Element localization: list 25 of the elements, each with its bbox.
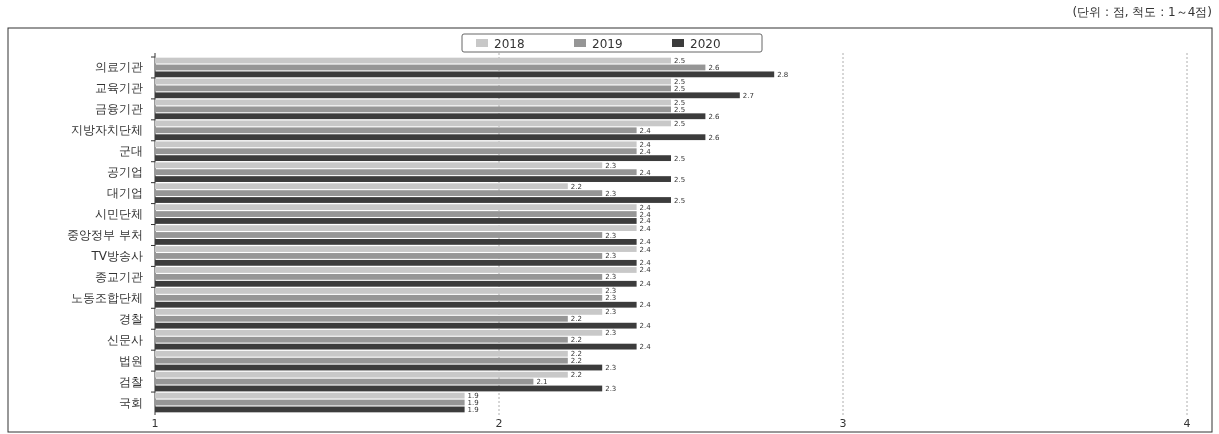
y-tick-label: 법원 — [119, 353, 143, 368]
y-tick-label: 경찰 — [119, 311, 143, 326]
y-tick-label: 종교기관 — [95, 269, 143, 284]
y-tick-label: 중앙정부 부처 — [67, 228, 143, 242]
x-tick-label: 4 — [1183, 417, 1191, 430]
y-tick-label: 공기업 — [107, 165, 143, 180]
y-tick-label: 검찰 — [119, 374, 143, 389]
text: (단위 : 점, 척도 : 1～4점) — [1072, 5, 1212, 19]
y-tick-label: 교육기관 — [95, 81, 143, 96]
y-tick-label: 신문사 — [107, 332, 143, 347]
legend-label: 2020 — [690, 36, 721, 51]
y-tick-label: 금융기관 — [95, 102, 143, 117]
y-tick-label: 군대 — [119, 144, 143, 159]
y-tick-label: 시민단체 — [95, 207, 143, 222]
x-tick-label: 2 — [495, 417, 503, 430]
y-tick-label: 노동조합단체 — [71, 290, 143, 305]
y-tick-label: 국회 — [119, 395, 143, 410]
x-tick-label: 1 — [151, 417, 159, 430]
x-tick-label: 3 — [839, 417, 847, 430]
y-tick-label: 의료기관 — [95, 60, 143, 75]
y-tick-label: 지방자치단체 — [71, 123, 143, 138]
legend-label: 2019 — [592, 36, 623, 51]
y-tick-label: 대기업 — [107, 186, 143, 201]
y-tick-label: TV방송사 — [90, 248, 143, 263]
legend-label: 2018 — [494, 36, 525, 51]
